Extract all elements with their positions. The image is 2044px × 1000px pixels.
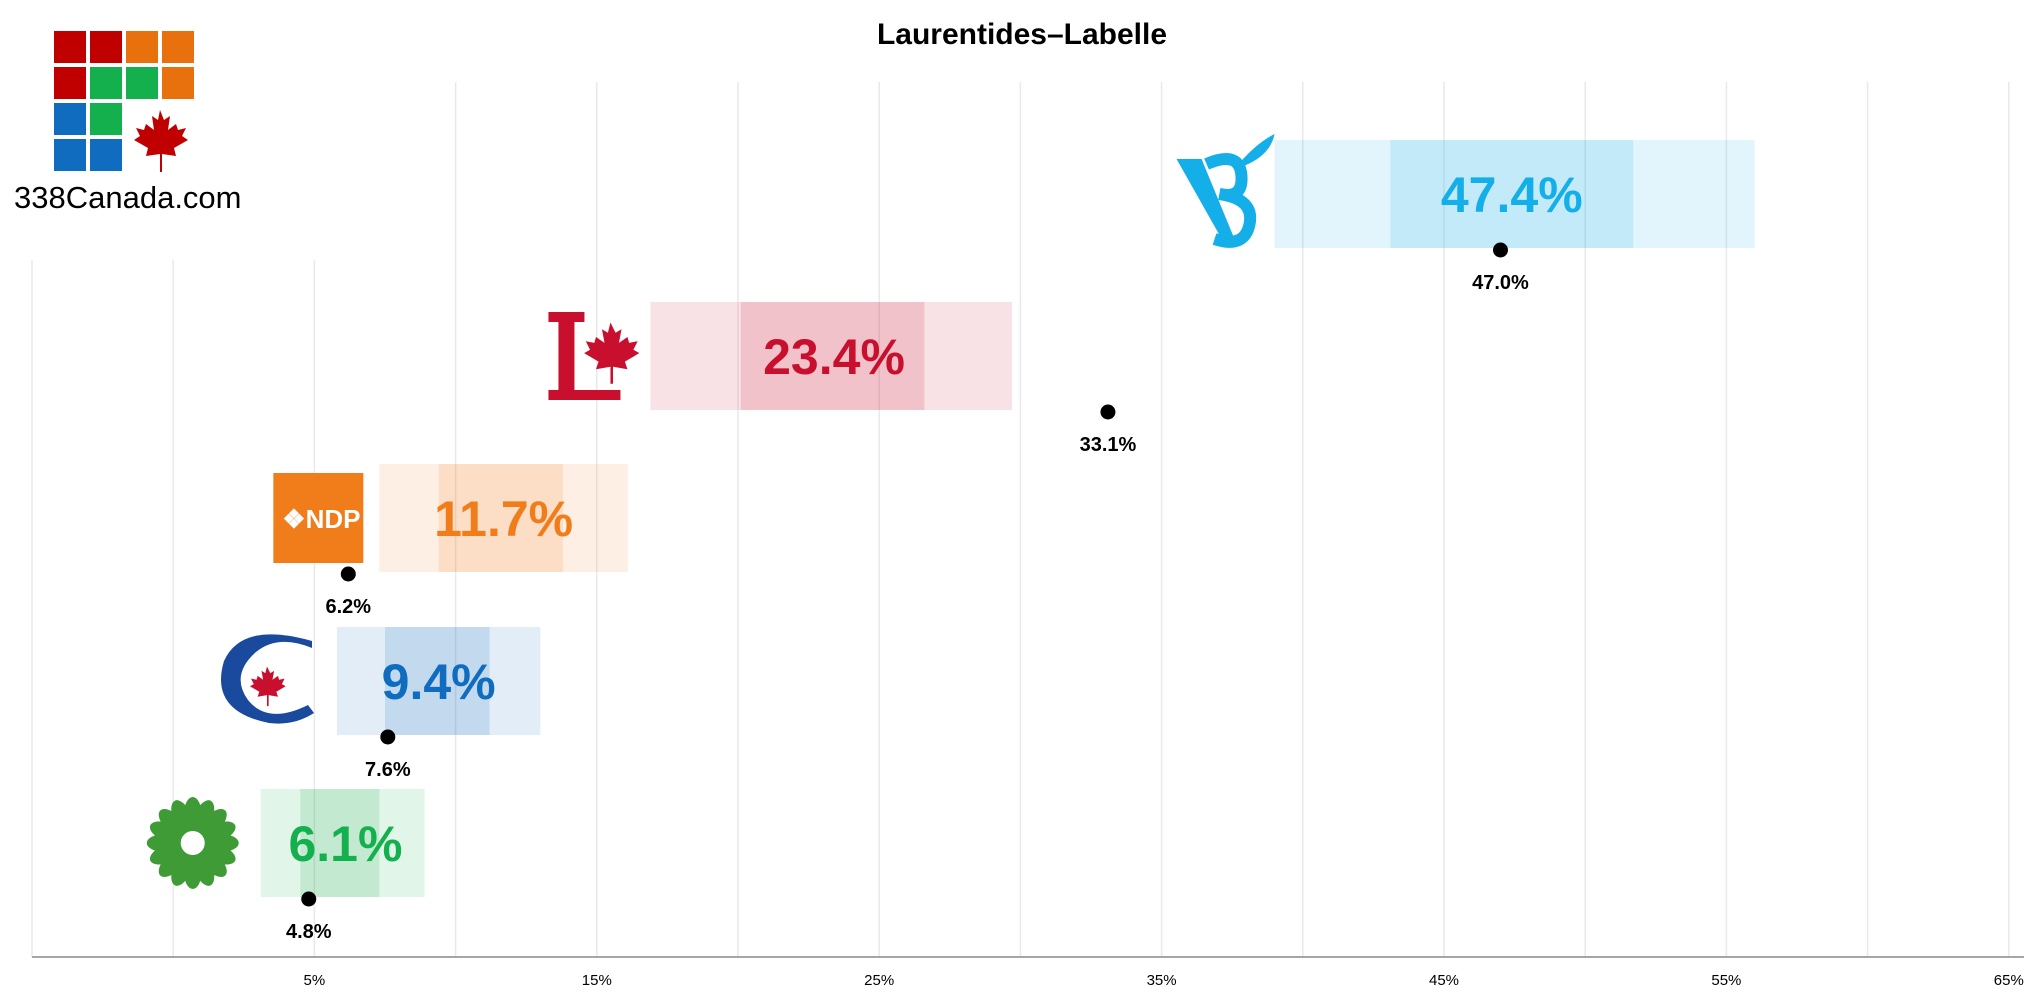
full-range-bar xyxy=(650,302,1012,410)
full-range-bar xyxy=(260,789,425,897)
previous-result-dot xyxy=(1492,242,1508,258)
party-bars: 47.4% 47.0% 23.4% 33.1% 11.7% 6.2% 9.4% 7.6% 6.1… xyxy=(260,140,1755,943)
likely-range-bar xyxy=(300,789,380,897)
full-range-bar xyxy=(379,464,628,572)
projection-label: 47.4% xyxy=(1441,167,1583,223)
cpc-logo-icon xyxy=(220,634,314,724)
previous-result-dot xyxy=(380,729,396,745)
likely-range-bar xyxy=(1390,140,1634,248)
chart-title: Laurentides–Labelle xyxy=(876,18,1168,51)
previous-result-label: 7.6% xyxy=(365,759,411,781)
gpc-logo-icon xyxy=(146,797,239,889)
brand-name: 338Canada.com xyxy=(14,180,242,215)
previous-result-label: 33.1% xyxy=(1080,434,1137,456)
previous-result-label: 4.8% xyxy=(286,921,332,943)
likely-range-bar xyxy=(385,627,490,735)
party-row-bq: 47.4% 47.0% xyxy=(1274,140,1755,294)
x-tick-label: 15% xyxy=(582,972,612,989)
x-tick-label: 45% xyxy=(1429,972,1459,989)
projection-label: 6.1% xyxy=(288,816,402,872)
previous-result-label: 6.2% xyxy=(325,596,371,618)
brand-block: 338Canada.com xyxy=(14,30,254,230)
bq-logo-icon xyxy=(1176,134,1275,248)
svg-text:❖NDP: ❖NDP xyxy=(282,504,360,534)
previous-result-dot xyxy=(301,891,317,907)
x-tick-label: 25% xyxy=(864,972,894,989)
previous-result-label: 47.0% xyxy=(1472,272,1529,294)
x-tick-label: 35% xyxy=(1147,972,1177,989)
full-range-bar xyxy=(1274,140,1755,248)
grid-lines xyxy=(31,82,2010,957)
projection-label: 11.7% xyxy=(434,491,573,547)
projection-label: 9.4% xyxy=(382,654,496,710)
party-logos: ❖NDP xyxy=(146,134,1275,889)
x-tick-label: 55% xyxy=(1711,972,1741,989)
lpc-logo-icon xyxy=(548,312,640,400)
ndp-logo-icon: ❖NDP xyxy=(273,473,364,563)
projection-label: 23.4% xyxy=(763,329,905,385)
party-row-lpc: 23.4% 33.1% xyxy=(650,302,1137,456)
party-row-cpc: 9.4% 7.6% xyxy=(336,627,541,781)
x-axis: 5% 15% 25% 35% 45% 55% 65% xyxy=(32,956,2024,989)
x-tick-label: 65% xyxy=(1994,972,2024,989)
previous-result-dot xyxy=(1100,404,1116,420)
party-row-gpc: 6.1% 4.8% xyxy=(260,789,425,943)
previous-result-dot xyxy=(340,566,356,582)
likely-range-bar xyxy=(438,464,563,572)
x-tick-label: 5% xyxy=(304,972,326,989)
party-row-ndp: 11.7% 6.2% xyxy=(325,464,628,618)
brand-logo-grid-icon xyxy=(54,31,194,172)
likely-range-bar xyxy=(740,302,925,410)
full-range-bar xyxy=(336,627,541,735)
